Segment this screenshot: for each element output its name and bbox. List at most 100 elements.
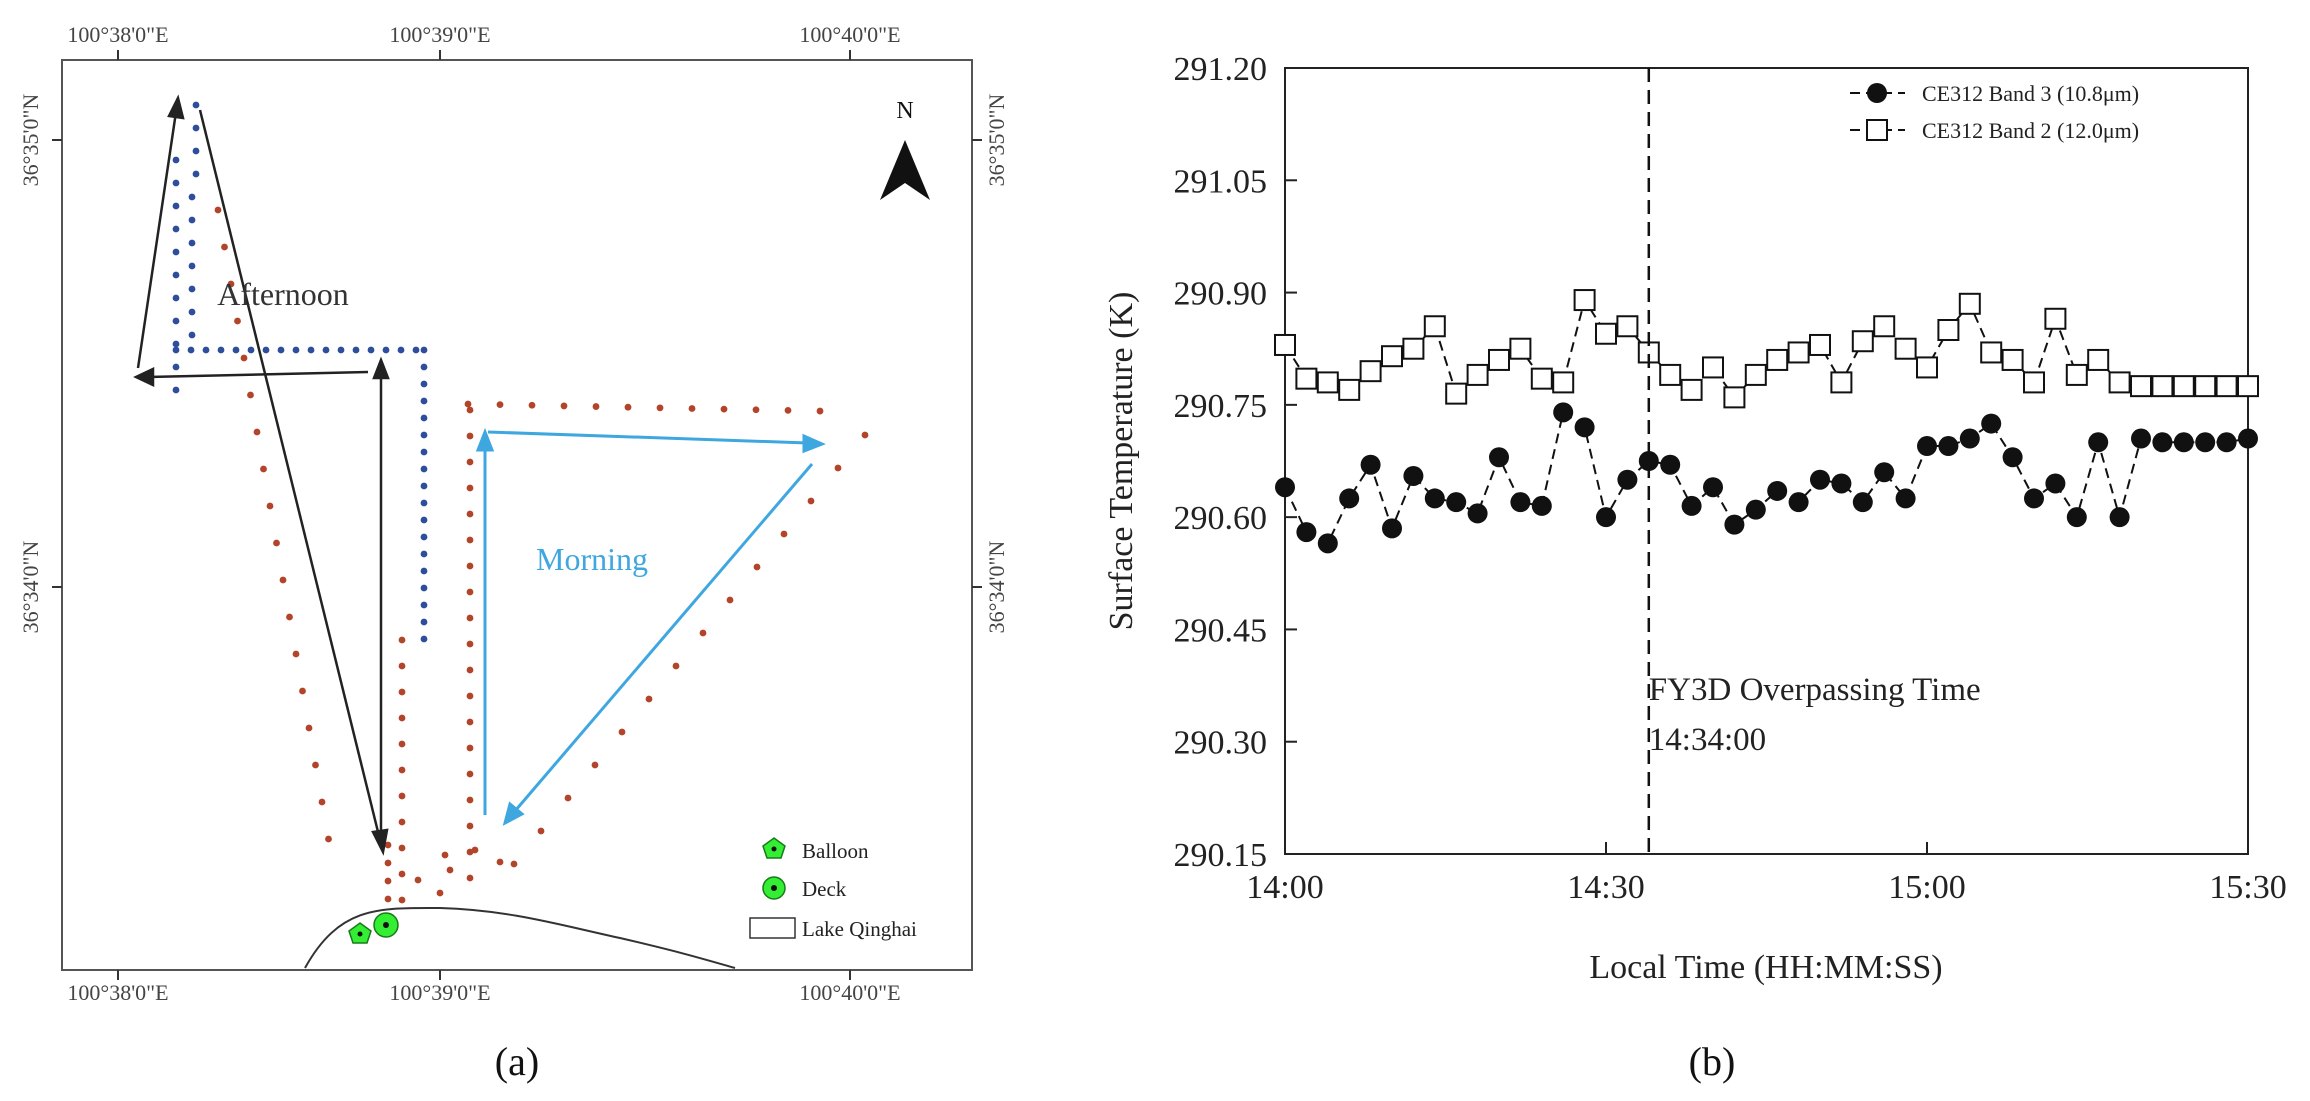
band3-point <box>2238 428 2258 449</box>
morning-point <box>464 400 472 408</box>
band3-point <box>1703 477 1723 498</box>
morning-point <box>466 692 474 700</box>
lat-label-right-2: 36°34'0"N <box>984 541 1009 634</box>
map-legend: Balloon Deck Lake Qinghai <box>749 837 917 941</box>
band3-point <box>1681 495 1702 516</box>
afternoon-arrows <box>133 94 390 856</box>
band3-point <box>1724 514 1745 535</box>
morning-point <box>807 497 815 505</box>
morning-point <box>591 761 599 769</box>
morning-point <box>466 536 474 544</box>
morning-point <box>816 407 824 415</box>
lake-outline <box>304 906 736 969</box>
afternoon-point <box>187 346 195 354</box>
band3-point <box>1617 469 1638 490</box>
afternoon-point <box>420 363 428 371</box>
morning-point <box>537 827 545 835</box>
morning-point <box>496 858 504 866</box>
morning-point <box>398 636 406 644</box>
band3-point <box>1446 492 1467 513</box>
morning-point <box>510 860 518 868</box>
morning-point <box>466 744 474 752</box>
lon-label-top-1: 100°38'0"E <box>67 22 168 47</box>
band2-point <box>2108 371 2131 394</box>
afternoon-point <box>172 386 180 394</box>
legend-balloon-label: Balloon <box>802 839 869 863</box>
morning-point <box>240 354 248 362</box>
lon-label-bottom-3: 100°40'0"E <box>799 980 900 1005</box>
afternoon-point <box>277 346 285 354</box>
morning-point <box>398 766 406 774</box>
band3-point <box>2002 447 2023 468</box>
band2-point <box>2023 371 2045 394</box>
band3-point <box>1917 436 1937 457</box>
morning-point <box>466 718 474 726</box>
morning-point <box>528 401 536 409</box>
band3-point <box>1788 492 1809 513</box>
morning-point <box>466 588 474 596</box>
afternoon-point <box>420 380 428 388</box>
y-tick-label: 290.75 <box>1174 388 1268 425</box>
lon-label-bottom-2: 100°39'0"E <box>389 980 490 1005</box>
band3-point <box>2024 488 2044 509</box>
afternoon-point <box>322 346 330 354</box>
morning-label: Morning <box>536 541 648 577</box>
morning-point <box>656 404 664 412</box>
morning-point <box>398 740 406 748</box>
morning-point <box>398 844 406 852</box>
deck-marker-icon <box>373 912 399 938</box>
band2-point <box>1702 356 1724 379</box>
band2-point <box>1766 348 1789 371</box>
afternoon-point <box>172 271 180 279</box>
band3-point <box>1275 477 1295 498</box>
x-tick-label: 15:00 <box>1888 869 1965 906</box>
legend-band3-marker <box>1867 83 1887 103</box>
band2-point <box>1958 292 1981 315</box>
afternoon-point <box>172 317 180 325</box>
band2-point <box>2065 363 2088 386</box>
afternoon-label: Afternoon <box>217 276 349 312</box>
afternoon-point <box>192 147 200 155</box>
morning-point <box>292 650 300 658</box>
x-tick-label: 14:00 <box>1246 869 1323 906</box>
band2-point <box>2087 348 2110 371</box>
map-frame <box>61 59 973 971</box>
morning-point <box>466 770 474 778</box>
afternoon-point <box>217 346 225 354</box>
band3-point <box>1403 465 1424 486</box>
band2-point <box>2151 375 2174 398</box>
band2-point <box>2194 375 2217 398</box>
band2-point <box>1680 378 1703 401</box>
morning-point <box>784 407 792 414</box>
lon-label-top-2: 100°39'0"E <box>389 22 490 47</box>
afternoon-point <box>420 414 428 422</box>
lat-label-left-2: 36°34'0"N <box>18 541 43 634</box>
band3-point <box>2131 428 2151 449</box>
band3-point <box>1638 451 1659 471</box>
chart-legend: CE312 Band 3 (10.8μm) CE312 Band 2 (12.0… <box>1850 81 2139 143</box>
map-ticks <box>52 50 982 980</box>
afternoon-point <box>172 202 180 210</box>
afternoon-point <box>412 346 420 354</box>
afternoon-point <box>188 262 196 270</box>
band3-point <box>1745 499 1766 520</box>
morning-point <box>221 243 228 251</box>
afternoon-point <box>367 346 375 354</box>
morning-point <box>312 761 319 769</box>
morning-point <box>384 859 392 867</box>
morning-point <box>780 530 788 538</box>
morning-point <box>471 846 479 854</box>
morning-point <box>466 458 474 466</box>
morning-point <box>446 866 454 874</box>
morning-point <box>234 317 241 325</box>
band2-point <box>1466 363 1489 386</box>
afternoon-point <box>352 346 360 354</box>
band3-point <box>1938 436 1959 457</box>
morning-point <box>645 695 653 703</box>
band3-point <box>1317 533 1338 554</box>
band3-point <box>1959 428 1980 449</box>
afternoon-point <box>397 346 405 354</box>
y-tick-label: 290.15 <box>1174 837 1268 874</box>
band2-point <box>1509 337 1532 360</box>
band2-point <box>1445 382 1468 405</box>
